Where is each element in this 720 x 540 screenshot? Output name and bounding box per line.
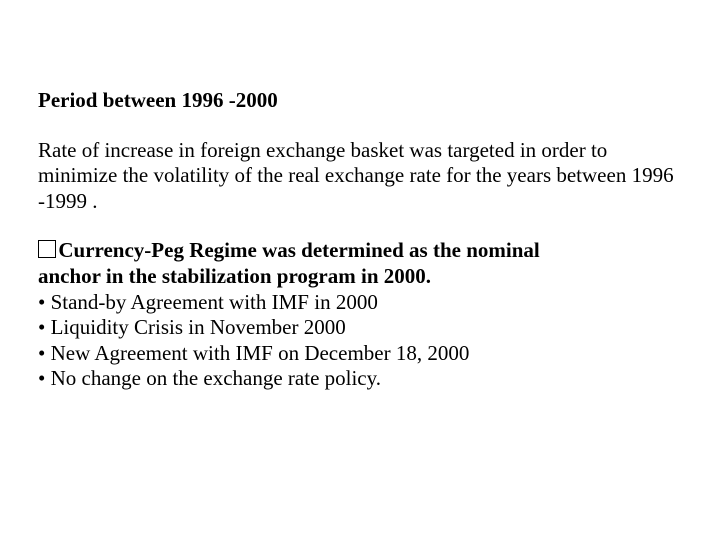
slide-content: Period between 1996 -2000 Rate of increa… [0, 0, 720, 392]
subheading-line-2: anchor in the stabilization program in 2… [38, 264, 682, 290]
subheading-text-1: Currency-Peg Regime was determined as th… [58, 238, 539, 262]
square-bullet-icon [38, 240, 56, 258]
section-heading: Period between 1996 -2000 [38, 88, 682, 114]
intro-paragraph: Rate of increase in foreign exchange bas… [38, 138, 682, 215]
bullet-item: • No change on the exchange rate policy. [38, 366, 682, 392]
bullet-item: • Liquidity Crisis in November 2000 [38, 315, 682, 341]
bullet-item: • Stand-by Agreement with IMF in 2000 [38, 290, 682, 316]
bullet-item: • New Agreement with IMF on December 18,… [38, 341, 682, 367]
subheading-block: Currency-Peg Regime was determined as th… [38, 238, 682, 392]
subheading-line-1: Currency-Peg Regime was determined as th… [38, 238, 682, 264]
